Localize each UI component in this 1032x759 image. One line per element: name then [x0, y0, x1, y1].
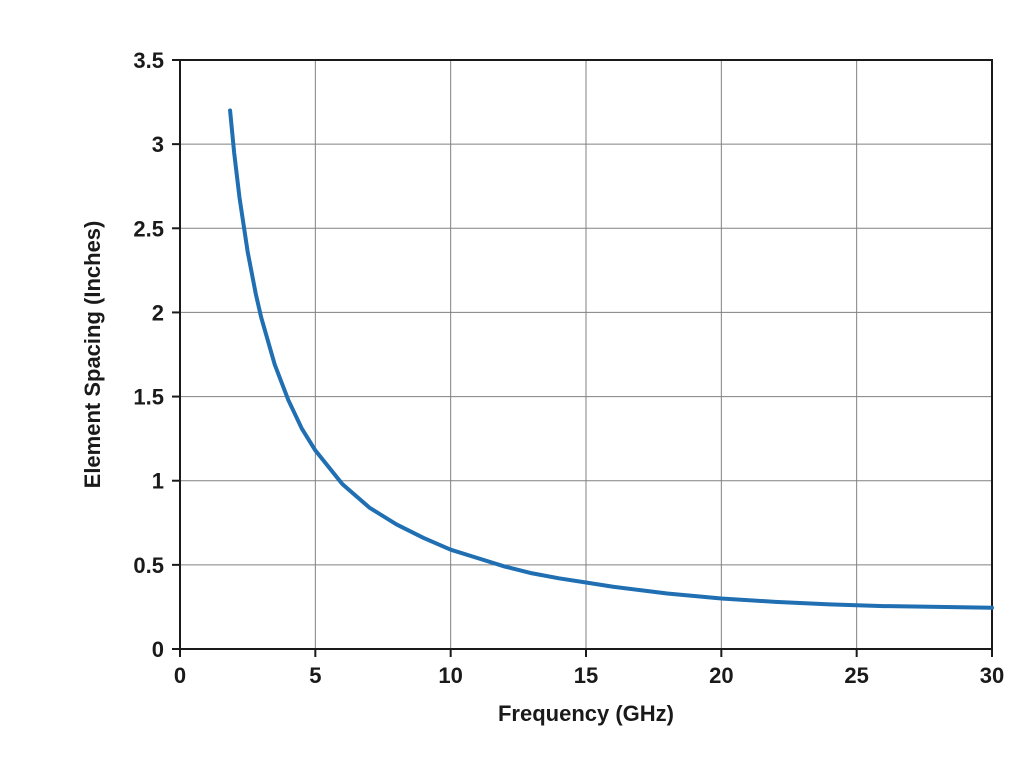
line-chart: 0 5 10 15 20 25 30 0 0.5 1 1.5 2 2.5 3 3.5 Frequency (G… [0, 0, 1032, 759]
x-tick-label: 30 [980, 663, 1004, 688]
x-tick-label: 5 [309, 663, 321, 688]
x-tick-label: 10 [438, 663, 462, 688]
y-axis-label: Element Spacing (Inches) [80, 221, 105, 489]
y-tick-label: 2 [152, 300, 164, 325]
y-tick-label: 1.5 [133, 385, 164, 410]
x-tick-label: 15 [574, 663, 598, 688]
chart-container: 0 5 10 15 20 25 30 0 0.5 1 1.5 2 2.5 3 3.5 Frequency (G… [0, 0, 1032, 759]
y-tick-label: 0 [152, 637, 164, 662]
y-tick-label: 2.5 [133, 216, 164, 241]
y-tick-label: 3 [152, 132, 164, 157]
x-tick-label: 20 [709, 663, 733, 688]
y-tick-label: 0.5 [133, 553, 164, 578]
x-axis-label: Frequency (GHz) [498, 701, 674, 726]
y-tick-label: 1 [152, 469, 164, 494]
x-tick-label: 0 [174, 663, 186, 688]
x-tick-label: 25 [844, 663, 868, 688]
y-tick-label: 3.5 [133, 48, 164, 73]
